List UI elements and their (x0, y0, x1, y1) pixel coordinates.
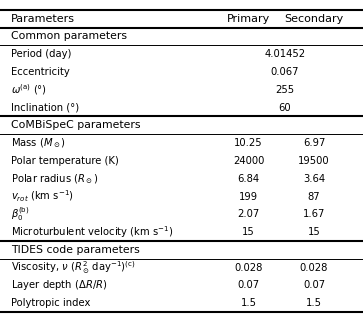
Text: Period (day): Period (day) (11, 49, 71, 59)
Text: 0.028: 0.028 (300, 263, 328, 273)
Text: Secondary: Secondary (284, 14, 344, 24)
Text: 255: 255 (276, 85, 294, 95)
Text: Polar temperature (K): Polar temperature (K) (11, 156, 119, 166)
Text: Layer depth ($\Delta R/R$): Layer depth ($\Delta R/R$) (11, 279, 107, 293)
Text: 6.84: 6.84 (238, 174, 260, 184)
Text: 2.07: 2.07 (237, 209, 260, 219)
Text: Common parameters: Common parameters (11, 31, 127, 41)
Text: Microturbulent velocity (km s$^{-1}$): Microturbulent velocity (km s$^{-1}$) (11, 224, 174, 240)
Text: Eccentricity: Eccentricity (11, 67, 70, 77)
Text: Polar radius ($R_\odot$): Polar radius ($R_\odot$) (11, 172, 98, 186)
Text: 1.67: 1.67 (303, 209, 325, 219)
Text: 4.01452: 4.01452 (264, 49, 306, 59)
Text: 19500: 19500 (298, 156, 330, 166)
Text: 6.97: 6.97 (303, 138, 325, 148)
Text: 0.067: 0.067 (271, 67, 299, 77)
Text: 10.25: 10.25 (234, 138, 263, 148)
Text: 15: 15 (307, 227, 321, 237)
Text: 0.07: 0.07 (238, 281, 260, 291)
Text: 3.64: 3.64 (303, 174, 325, 184)
Text: 1.5: 1.5 (306, 298, 322, 308)
Text: 15: 15 (242, 227, 255, 237)
Text: 1.5: 1.5 (241, 298, 257, 308)
Text: 0.07: 0.07 (303, 281, 325, 291)
Text: Viscosity, $\nu$ ($R_\odot^2\,$day$^{-1}$)$^{\mathrm{(c)}}$: Viscosity, $\nu$ ($R_\odot^2\,$day$^{-1}… (11, 259, 135, 276)
Text: $\omega^{\mathrm{(a)}}$ (°): $\omega^{\mathrm{(a)}}$ (°) (11, 82, 47, 97)
Text: Inclination (°): Inclination (°) (11, 103, 79, 112)
Text: 87: 87 (308, 191, 320, 202)
Text: Polytropic index: Polytropic index (11, 298, 90, 308)
Text: $v_{rot}$ (km s$^{-1}$): $v_{rot}$ (km s$^{-1}$) (11, 189, 74, 204)
Text: Mass ($M_\odot$): Mass ($M_\odot$) (11, 136, 66, 150)
Text: Primary: Primary (227, 14, 270, 24)
Text: 199: 199 (239, 191, 258, 202)
Text: 0.028: 0.028 (234, 263, 263, 273)
Text: $\beta_0^{\mathrm{(b)}}$: $\beta_0^{\mathrm{(b)}}$ (11, 205, 29, 223)
Text: TIDES code parameters: TIDES code parameters (11, 245, 140, 255)
Text: 60: 60 (279, 103, 291, 112)
Text: CoMBiSpeC parameters: CoMBiSpeC parameters (11, 121, 140, 130)
Text: 24000: 24000 (233, 156, 264, 166)
Text: Parameters: Parameters (11, 14, 75, 24)
